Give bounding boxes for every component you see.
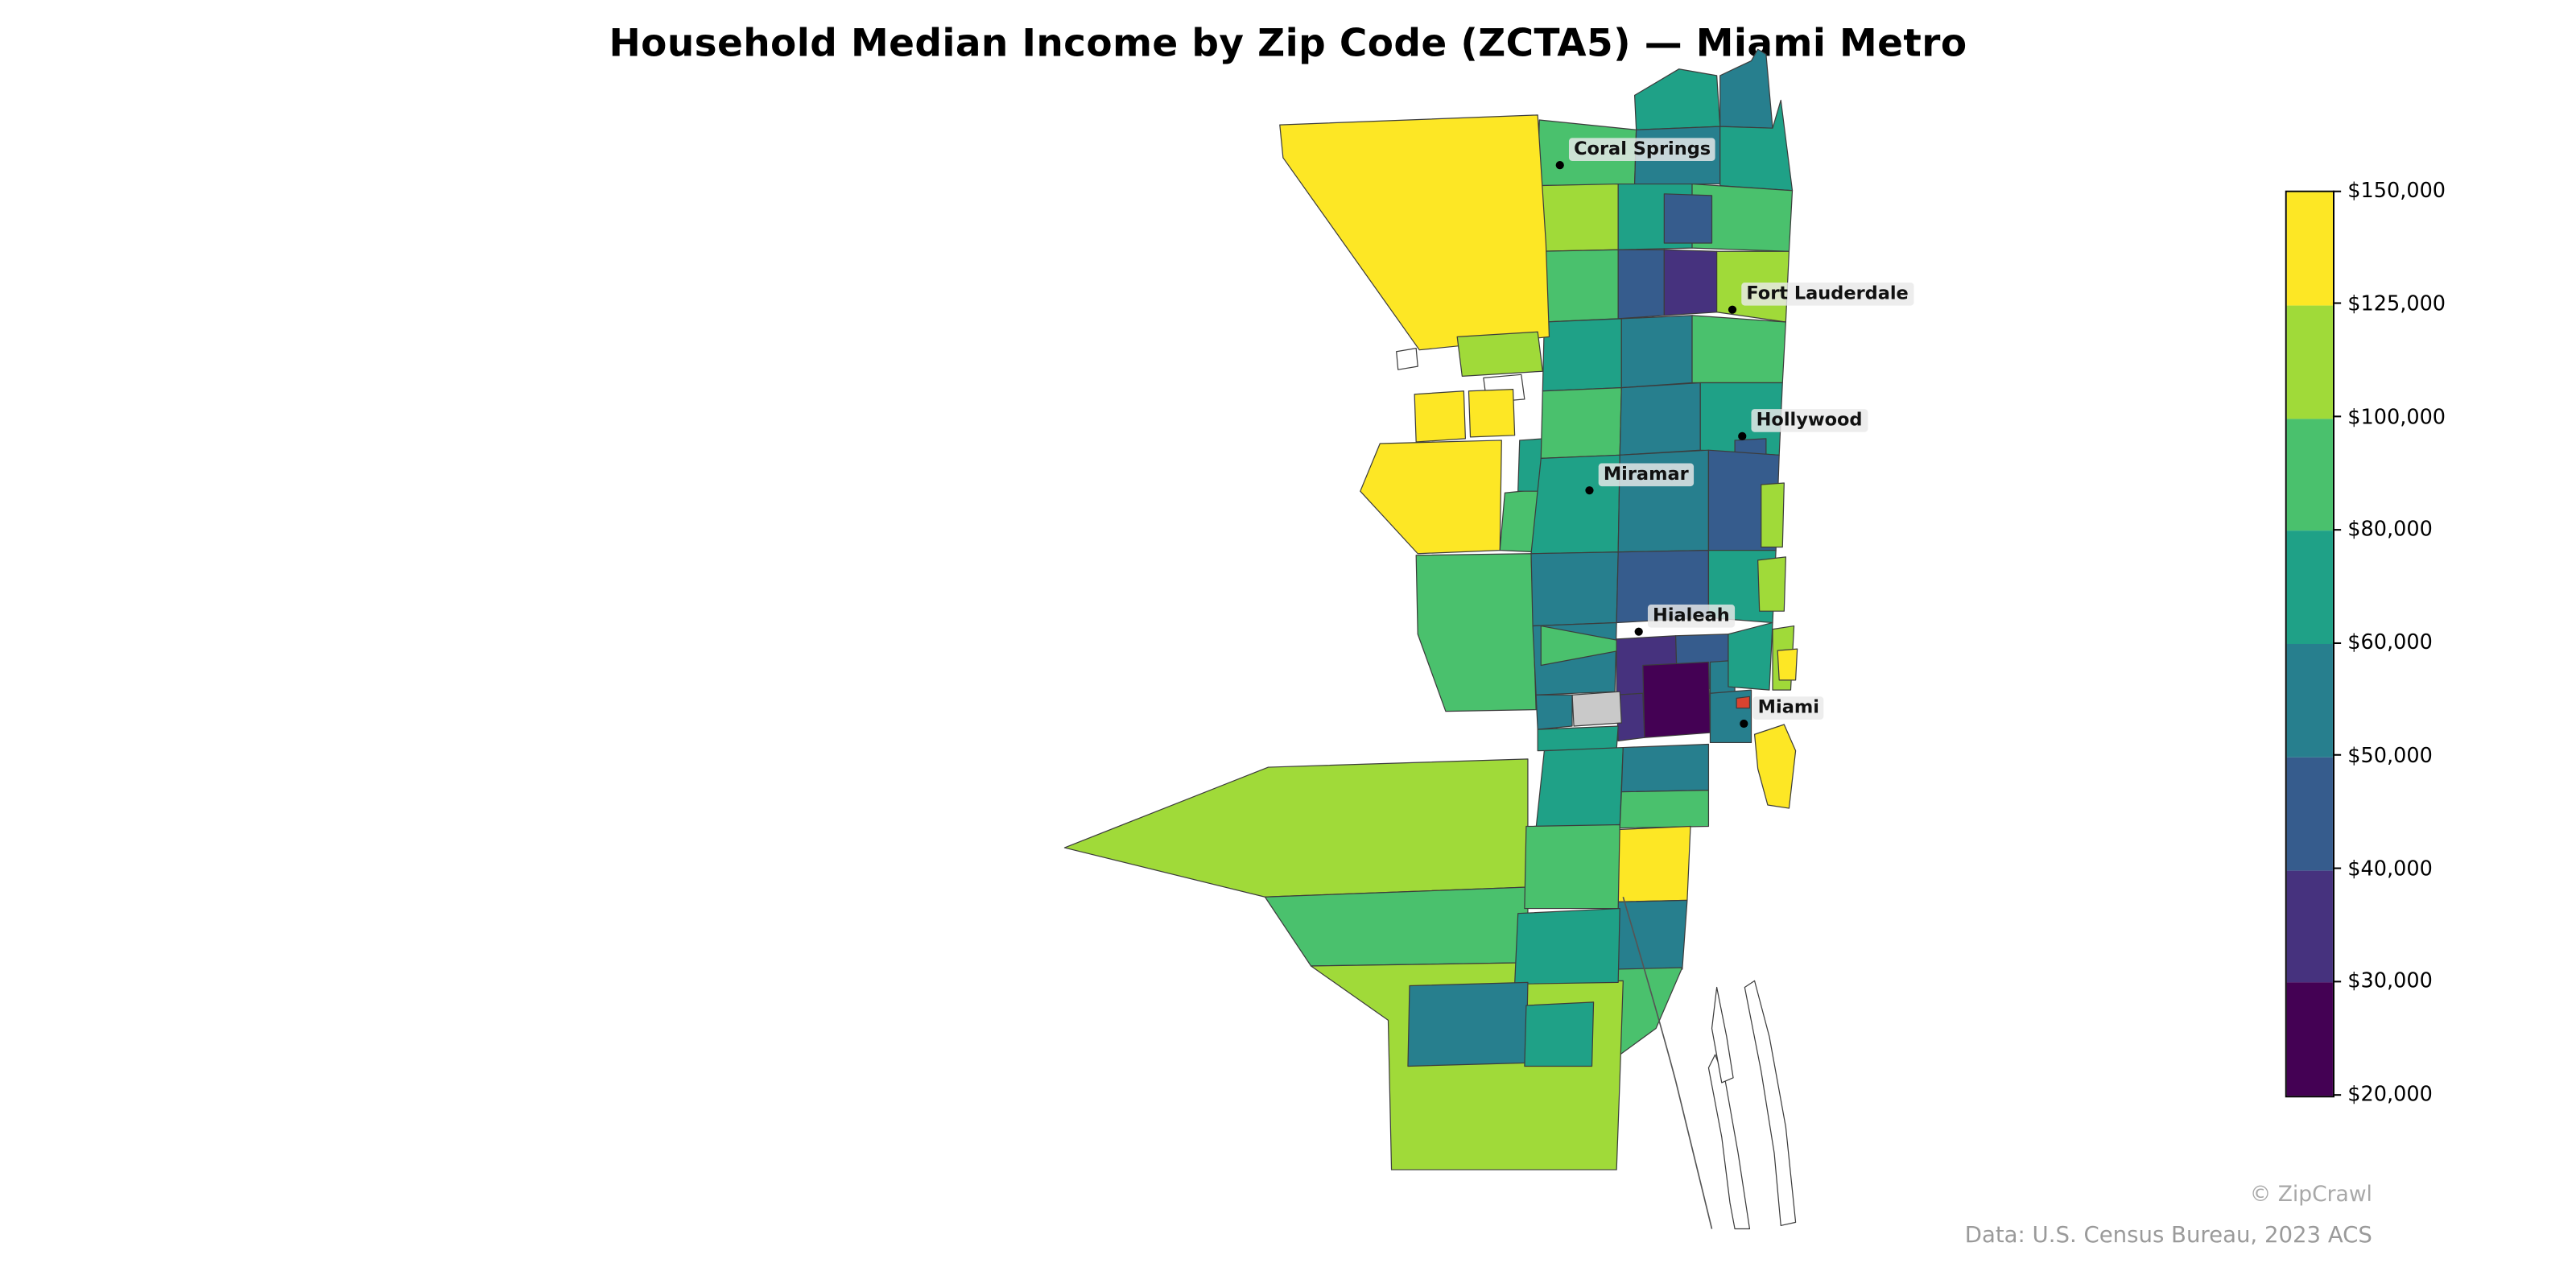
city-marker-fort-lauderdale — [1727, 304, 1736, 313]
colorbar-tick-label: $20,000 — [2347, 1080, 2433, 1106]
zcta-region — [1614, 899, 1688, 970]
city-marker-hollywood — [1737, 431, 1746, 440]
colorbar-tick-label: $60,000 — [2347, 629, 2433, 654]
city-label-hialeah: Hialeah — [1647, 605, 1735, 628]
city-label-fort-lauderdale: Fort Lauderdale — [1741, 283, 1913, 306]
zcta-region — [1360, 440, 1502, 555]
zcta-region — [1633, 68, 1721, 130]
colorbar-tick — [2332, 303, 2342, 305]
zcta-region — [1707, 1054, 1751, 1230]
city-label-miami: Miami — [1752, 696, 1825, 720]
zcta-region — [1535, 694, 1573, 730]
zcta-region — [1757, 556, 1786, 612]
zcta-region — [1540, 387, 1622, 459]
colorbar-tick-label: $30,000 — [2347, 968, 2433, 993]
city-label-hollywood: Hollywood — [1751, 409, 1868, 432]
colorbar-tick — [2332, 415, 2342, 418]
colorbar-tick-label: $100,000 — [2347, 403, 2446, 428]
zcta-region — [1612, 825, 1691, 903]
zcta-region — [1537, 725, 1619, 752]
city-marker-hialeah — [1633, 626, 1642, 635]
zcta-region — [1691, 315, 1786, 384]
colorbar-tick — [2332, 980, 2342, 982]
city-marker-miramar — [1584, 485, 1593, 494]
zcta-region — [1642, 661, 1711, 738]
colorbar-segment — [2286, 869, 2333, 983]
zcta-region — [1719, 48, 1773, 129]
colorbar-tick-label: $125,000 — [2347, 290, 2446, 316]
zcta-region — [1264, 886, 1529, 967]
zcta-region — [1777, 648, 1798, 681]
zcta-region — [1663, 193, 1713, 244]
zcta-region — [1415, 553, 1537, 712]
colorbar-segment — [2286, 530, 2333, 644]
city-marker-coral-springs — [1554, 159, 1563, 169]
colorbar-tick — [2332, 1093, 2342, 1096]
colorbar-tick — [2332, 754, 2342, 757]
city-label-coral-springs: Coral Springs — [1568, 138, 1716, 161]
zcta-region — [1614, 967, 1683, 1055]
zcta-region — [1530, 551, 1619, 627]
zcta-region — [1616, 692, 1645, 742]
zcta-region — [1571, 691, 1622, 727]
zcta-region — [1736, 696, 1751, 709]
zcta-region — [1414, 390, 1467, 443]
zcta-region — [1537, 249, 1619, 323]
data-source: Data: U.S. Census Bureau, 2023 ACS — [1964, 1222, 2372, 1249]
zcta-region — [1407, 981, 1529, 1067]
colorbar — [2285, 190, 2334, 1098]
zcta-region — [1663, 249, 1718, 316]
colorbar-tick — [2332, 528, 2342, 530]
colorbar-tick-label: $80,000 — [2347, 516, 2433, 541]
zcta-region — [1456, 331, 1543, 377]
watermark: © ZipCrawl — [2249, 1183, 2372, 1208]
colorbar-segment — [2286, 643, 2333, 758]
city-label-miramar: Miramar — [1598, 463, 1694, 487]
zcta-region — [1619, 790, 1710, 829]
colorbar-tick — [2332, 867, 2342, 869]
zcta-region — [1619, 382, 1701, 456]
colorbar-tick-label: $50,000 — [2347, 741, 2433, 767]
zcta-region — [1279, 114, 1550, 351]
colorbar-tick-label: $150,000 — [2347, 177, 2446, 203]
zcta-region — [1761, 482, 1785, 548]
zcta-region — [1468, 389, 1516, 438]
colorbar-tick — [2332, 641, 2342, 643]
zcta-region — [1535, 746, 1624, 829]
zcta-region — [1542, 318, 1622, 392]
city-marker-miami — [1739, 718, 1748, 728]
zcta-region — [1753, 724, 1797, 809]
zcta-region — [1514, 907, 1620, 985]
zcta-region — [1711, 986, 1734, 1084]
zcta-region — [1728, 621, 1773, 691]
zcta-region — [1620, 743, 1710, 793]
zcta-region — [1524, 1001, 1595, 1067]
zcta-region — [1524, 824, 1620, 910]
colorbar-tick — [2332, 189, 2342, 192]
coastline — [1622, 897, 1713, 1229]
zcta-region — [1063, 758, 1529, 898]
colorbar-segment — [2286, 418, 2333, 531]
zcta-region — [1537, 183, 1619, 252]
chart-title: Household Median Income by Zip Code (ZCT… — [609, 23, 1967, 66]
zcta-region — [1719, 99, 1794, 192]
zcta-region — [1617, 249, 1665, 320]
colorbar-segment — [2286, 305, 2333, 419]
colorbar-tick-label: $40,000 — [2347, 855, 2433, 880]
zcta-region — [1620, 315, 1693, 389]
colorbar-segment — [2286, 192, 2333, 306]
zcta-region — [1540, 625, 1647, 667]
colorbar-segment — [2286, 757, 2333, 870]
zcta-region — [1396, 348, 1418, 370]
zcta-region — [1744, 980, 1797, 1227]
colorbar-segment — [2286, 982, 2333, 1096]
